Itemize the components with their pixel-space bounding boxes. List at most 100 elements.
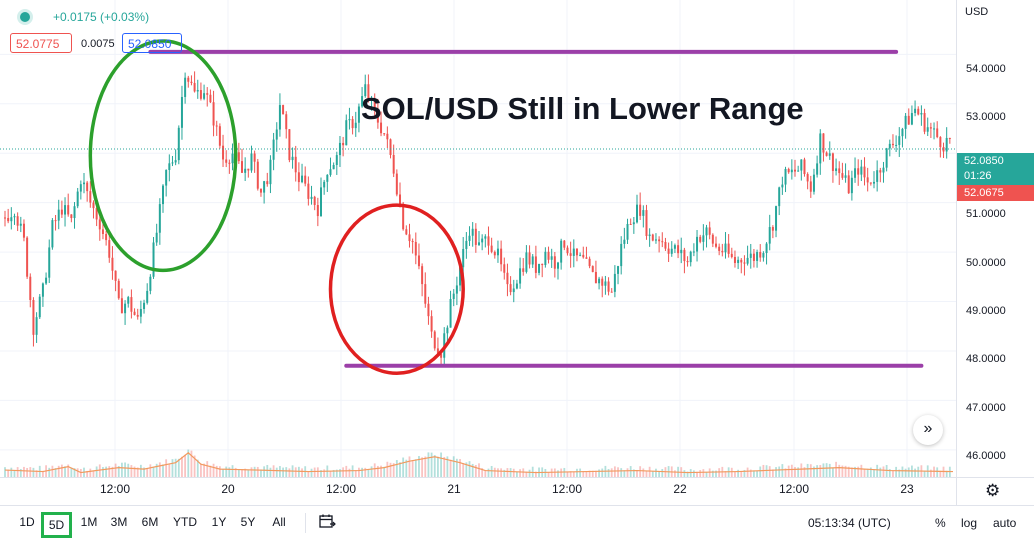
candle-body: [673, 245, 676, 249]
candle-body: [7, 217, 10, 222]
candle-body: [812, 174, 815, 192]
candle-body: [923, 112, 926, 132]
volume-bar: [364, 467, 367, 477]
volume-bar: [389, 462, 392, 477]
range-1Y[interactable]: 1Y: [211, 515, 227, 529]
volume-bar: [70, 467, 73, 477]
volume-bar: [105, 466, 108, 477]
volume-bar: [617, 467, 619, 477]
candle-body: [51, 220, 54, 248]
volume-bar: [497, 468, 499, 477]
candle-body: [493, 251, 496, 256]
volume-bar: [790, 464, 793, 477]
candle-body: [367, 84, 370, 100]
calendar-icon[interactable]: [319, 514, 336, 529]
candle-body: [218, 126, 221, 146]
toolbar-separator: [305, 513, 306, 533]
candle-body: [636, 204, 638, 223]
volume-bar: [471, 463, 474, 477]
volume-bar: [443, 456, 446, 477]
ask-price-box[interactable]: 52.0850: [122, 33, 182, 53]
candle-body: [105, 233, 108, 241]
volume-bar: [421, 457, 424, 477]
volume-bar: [595, 470, 597, 477]
volume-bar: [661, 469, 664, 477]
volume-bar: [152, 466, 155, 477]
volume-bar: [168, 463, 171, 477]
percent-scale-toggle[interactable]: %: [935, 516, 946, 530]
auto-scale-toggle[interactable]: auto: [993, 516, 1017, 530]
candle-body: [746, 257, 749, 264]
candle-body: [117, 280, 120, 299]
candle-body: [95, 208, 98, 220]
candle-body: [380, 122, 383, 134]
candle-body: [348, 119, 351, 121]
volume-bar: [503, 469, 506, 477]
volume-bar: [888, 469, 891, 477]
y-tick-label: 48.0000: [966, 353, 1006, 365]
candle-body: [651, 234, 654, 241]
candle-body: [803, 159, 806, 175]
candle-body: [98, 219, 101, 230]
currency-label[interactable]: USD: [965, 6, 989, 18]
volume-bar: [869, 467, 872, 477]
candle-body: [421, 266, 424, 285]
gear-icon[interactable]: ⚙: [985, 481, 1001, 500]
volume-bar: [174, 458, 177, 477]
volume-bar: [816, 465, 819, 477]
candle-body: [402, 203, 405, 230]
candle-body: [307, 183, 310, 199]
volume-bar: [847, 466, 850, 477]
log-scale-toggle[interactable]: log: [961, 516, 978, 530]
volume-bar: [7, 469, 10, 477]
candle-body: [101, 229, 104, 234]
volume-bar: [411, 460, 414, 477]
volume-bar: [850, 467, 853, 477]
volume-bar: [92, 470, 95, 477]
red-highlight-ellipse: [328, 203, 465, 375]
volume-bar: [462, 463, 465, 477]
volume-bar: [288, 468, 291, 477]
candle-body: [168, 163, 171, 170]
range-5D[interactable]: 5D: [41, 512, 72, 538]
candle-body: [405, 229, 408, 235]
range-6M[interactable]: 6M: [141, 515, 159, 529]
volume-bar: [623, 470, 626, 477]
range-YTD[interactable]: YTD: [173, 515, 197, 529]
range-1M[interactable]: 1M: [80, 515, 98, 529]
candle-body: [162, 185, 164, 205]
candle-body: [835, 168, 838, 171]
candle-body: [38, 296, 41, 318]
candle-body: [206, 93, 209, 95]
candle-body: [313, 196, 316, 206]
candle-body: [351, 119, 354, 129]
price-chart[interactable]: [0, 0, 956, 477]
volume-bar: [335, 469, 338, 477]
volume-bar: [610, 468, 613, 477]
range-5Y[interactable]: 5Y: [240, 515, 256, 529]
scroll-to-realtime-button[interactable]: »: [913, 415, 943, 445]
candle-body: [471, 228, 474, 236]
candle-body: [127, 297, 130, 304]
candle-body: [512, 288, 515, 293]
volume-bar: [939, 470, 942, 477]
volume-bar: [696, 471, 698, 477]
volume-bar: [244, 468, 247, 477]
volume-bar: [19, 469, 22, 477]
volume-bar: [512, 468, 515, 477]
utc-clock[interactable]: 05:13:34 (UTC): [808, 516, 891, 530]
candle-body: [787, 168, 790, 173]
volume-bar: [203, 463, 205, 477]
range-3M[interactable]: 3M: [110, 515, 128, 529]
range-All[interactable]: All: [272, 515, 286, 529]
candle-body: [354, 122, 357, 129]
bid-price-box[interactable]: 52.0775: [10, 33, 72, 53]
candle-body: [841, 173, 844, 178]
volume-bar: [854, 466, 856, 477]
candle-body: [326, 174, 329, 182]
range-1D[interactable]: 1D: [19, 515, 35, 529]
candle-body: [844, 175, 847, 178]
candle-body: [177, 127, 180, 161]
candle-body: [888, 143, 891, 149]
volume-bar: [490, 465, 493, 477]
